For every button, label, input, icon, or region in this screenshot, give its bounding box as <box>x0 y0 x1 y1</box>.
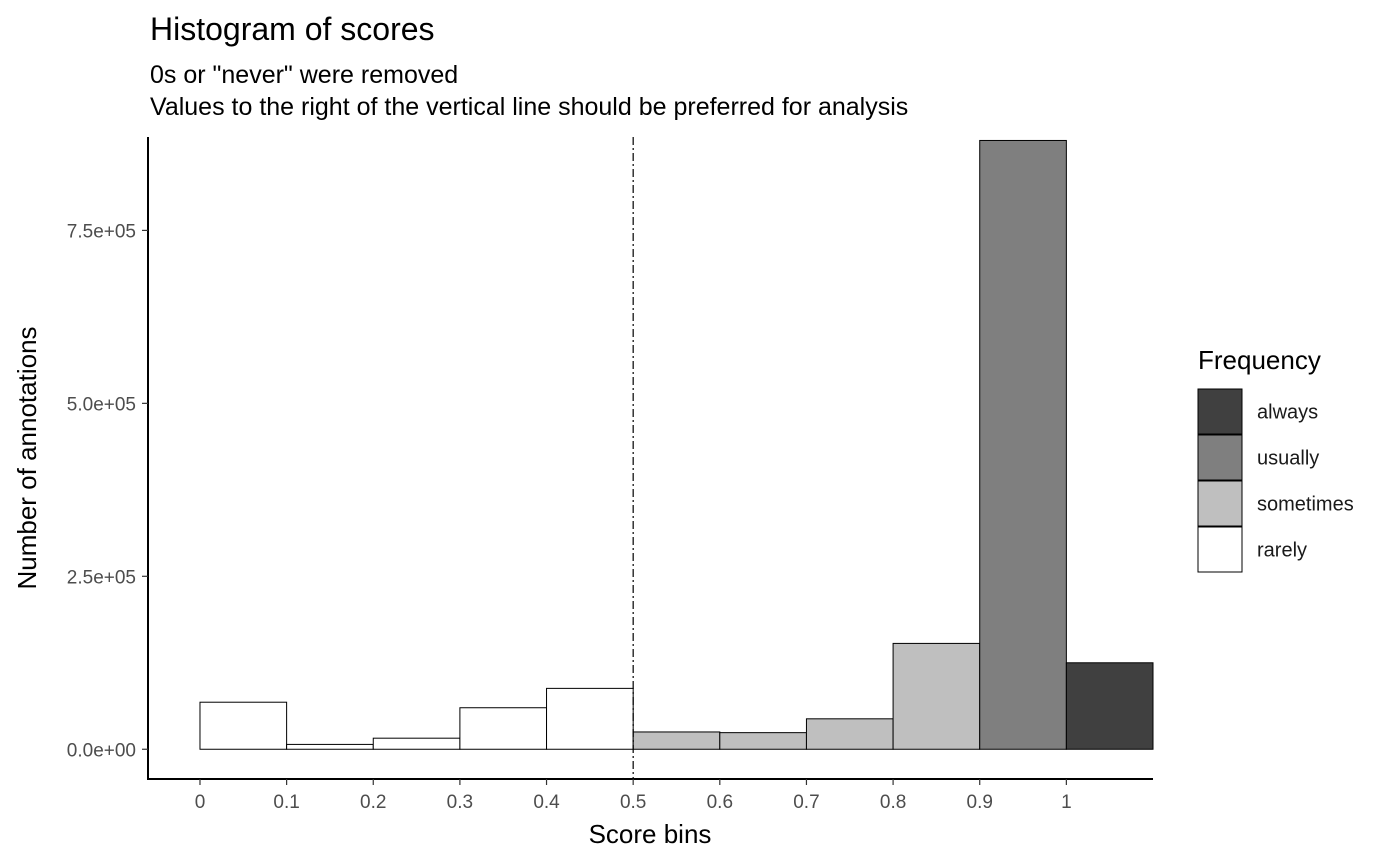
legend-label-usually: usually <box>1257 448 1319 470</box>
chart-subtitle-line-2: Values to the right of the vertical line… <box>150 93 908 121</box>
x-tick-label-6: 0.6 <box>707 792 733 813</box>
frequency-legend: Frequency always usually sometimes rarely <box>1197 345 1354 573</box>
x-tick-label-9: 0.9 <box>967 792 993 813</box>
chart-title: Histogram of scores <box>150 11 435 47</box>
chart-subtitle-line-1: 0s or "never" were removed <box>150 61 458 89</box>
legend-label-sometimes: sometimes <box>1257 494 1354 516</box>
x-tick-label-5: 0.5 <box>620 792 646 813</box>
y-axis-ticks: 0.0e+00 2.5e+05 5.0e+05 7.5e+05 <box>67 221 148 761</box>
legend-title: Frequency <box>1198 345 1321 375</box>
x-tick-label-4: 0.4 <box>533 792 560 813</box>
legend-key-always <box>1197 388 1243 435</box>
x-tick-label-7: 0.7 <box>793 792 819 813</box>
x-tick-label-2: 0.2 <box>360 792 386 813</box>
y-tick-label-1: 2.5e+05 <box>67 567 136 588</box>
y-tick-label-0: 0.0e+00 <box>67 740 136 761</box>
histogram-bars <box>199 139 1154 750</box>
histogram-bar-0 <box>199 701 288 750</box>
legend-key-rarely <box>1197 526 1243 573</box>
legend-label-rarely: rarely <box>1257 540 1307 562</box>
x-tick-label-3: 0.3 <box>447 792 473 813</box>
histogram-bar-6 <box>719 732 807 750</box>
x-tick-label-1: 0.1 <box>273 792 299 813</box>
x-tick-label-8: 0.8 <box>880 792 906 813</box>
legend-key-sometimes <box>1197 480 1243 527</box>
legend-key-usually <box>1197 434 1243 481</box>
legend-label-always: always <box>1257 402 1318 424</box>
x-axis-title: Score bins <box>589 819 712 849</box>
histogram-bar-3 <box>459 707 548 750</box>
histogram-bar-2 <box>372 737 461 750</box>
histogram-bar-10 <box>1065 662 1154 750</box>
x-tick-label-10: 1 <box>1061 792 1072 813</box>
histogram-bar-4 <box>546 687 634 750</box>
histogram-bar-5 <box>632 731 721 750</box>
y-axis-title: Number of annotations <box>12 326 42 589</box>
histogram-bar-7 <box>805 718 894 750</box>
histogram-bar-9 <box>979 139 1067 750</box>
x-axis-ticks: 0 0.1 0.2 0.3 0.4 0.5 0.6 0.7 0.8 0.9 1 <box>195 779 1072 813</box>
histogram-bar-1 <box>286 743 374 750</box>
histogram-bar-8 <box>892 642 981 750</box>
plot-area: 0.0e+002.5e+055.0e+057.5e+05 0 0.1 0.2 0.3 0… <box>67 137 1154 813</box>
x-tick-label-0: 0 <box>195 792 206 813</box>
legend-items: always usually sometimes rarely <box>1197 388 1354 573</box>
y-tick-label-2: 5.0e+05 <box>67 394 136 415</box>
y-tick-label-3: 7.5e+05 <box>67 221 136 242</box>
